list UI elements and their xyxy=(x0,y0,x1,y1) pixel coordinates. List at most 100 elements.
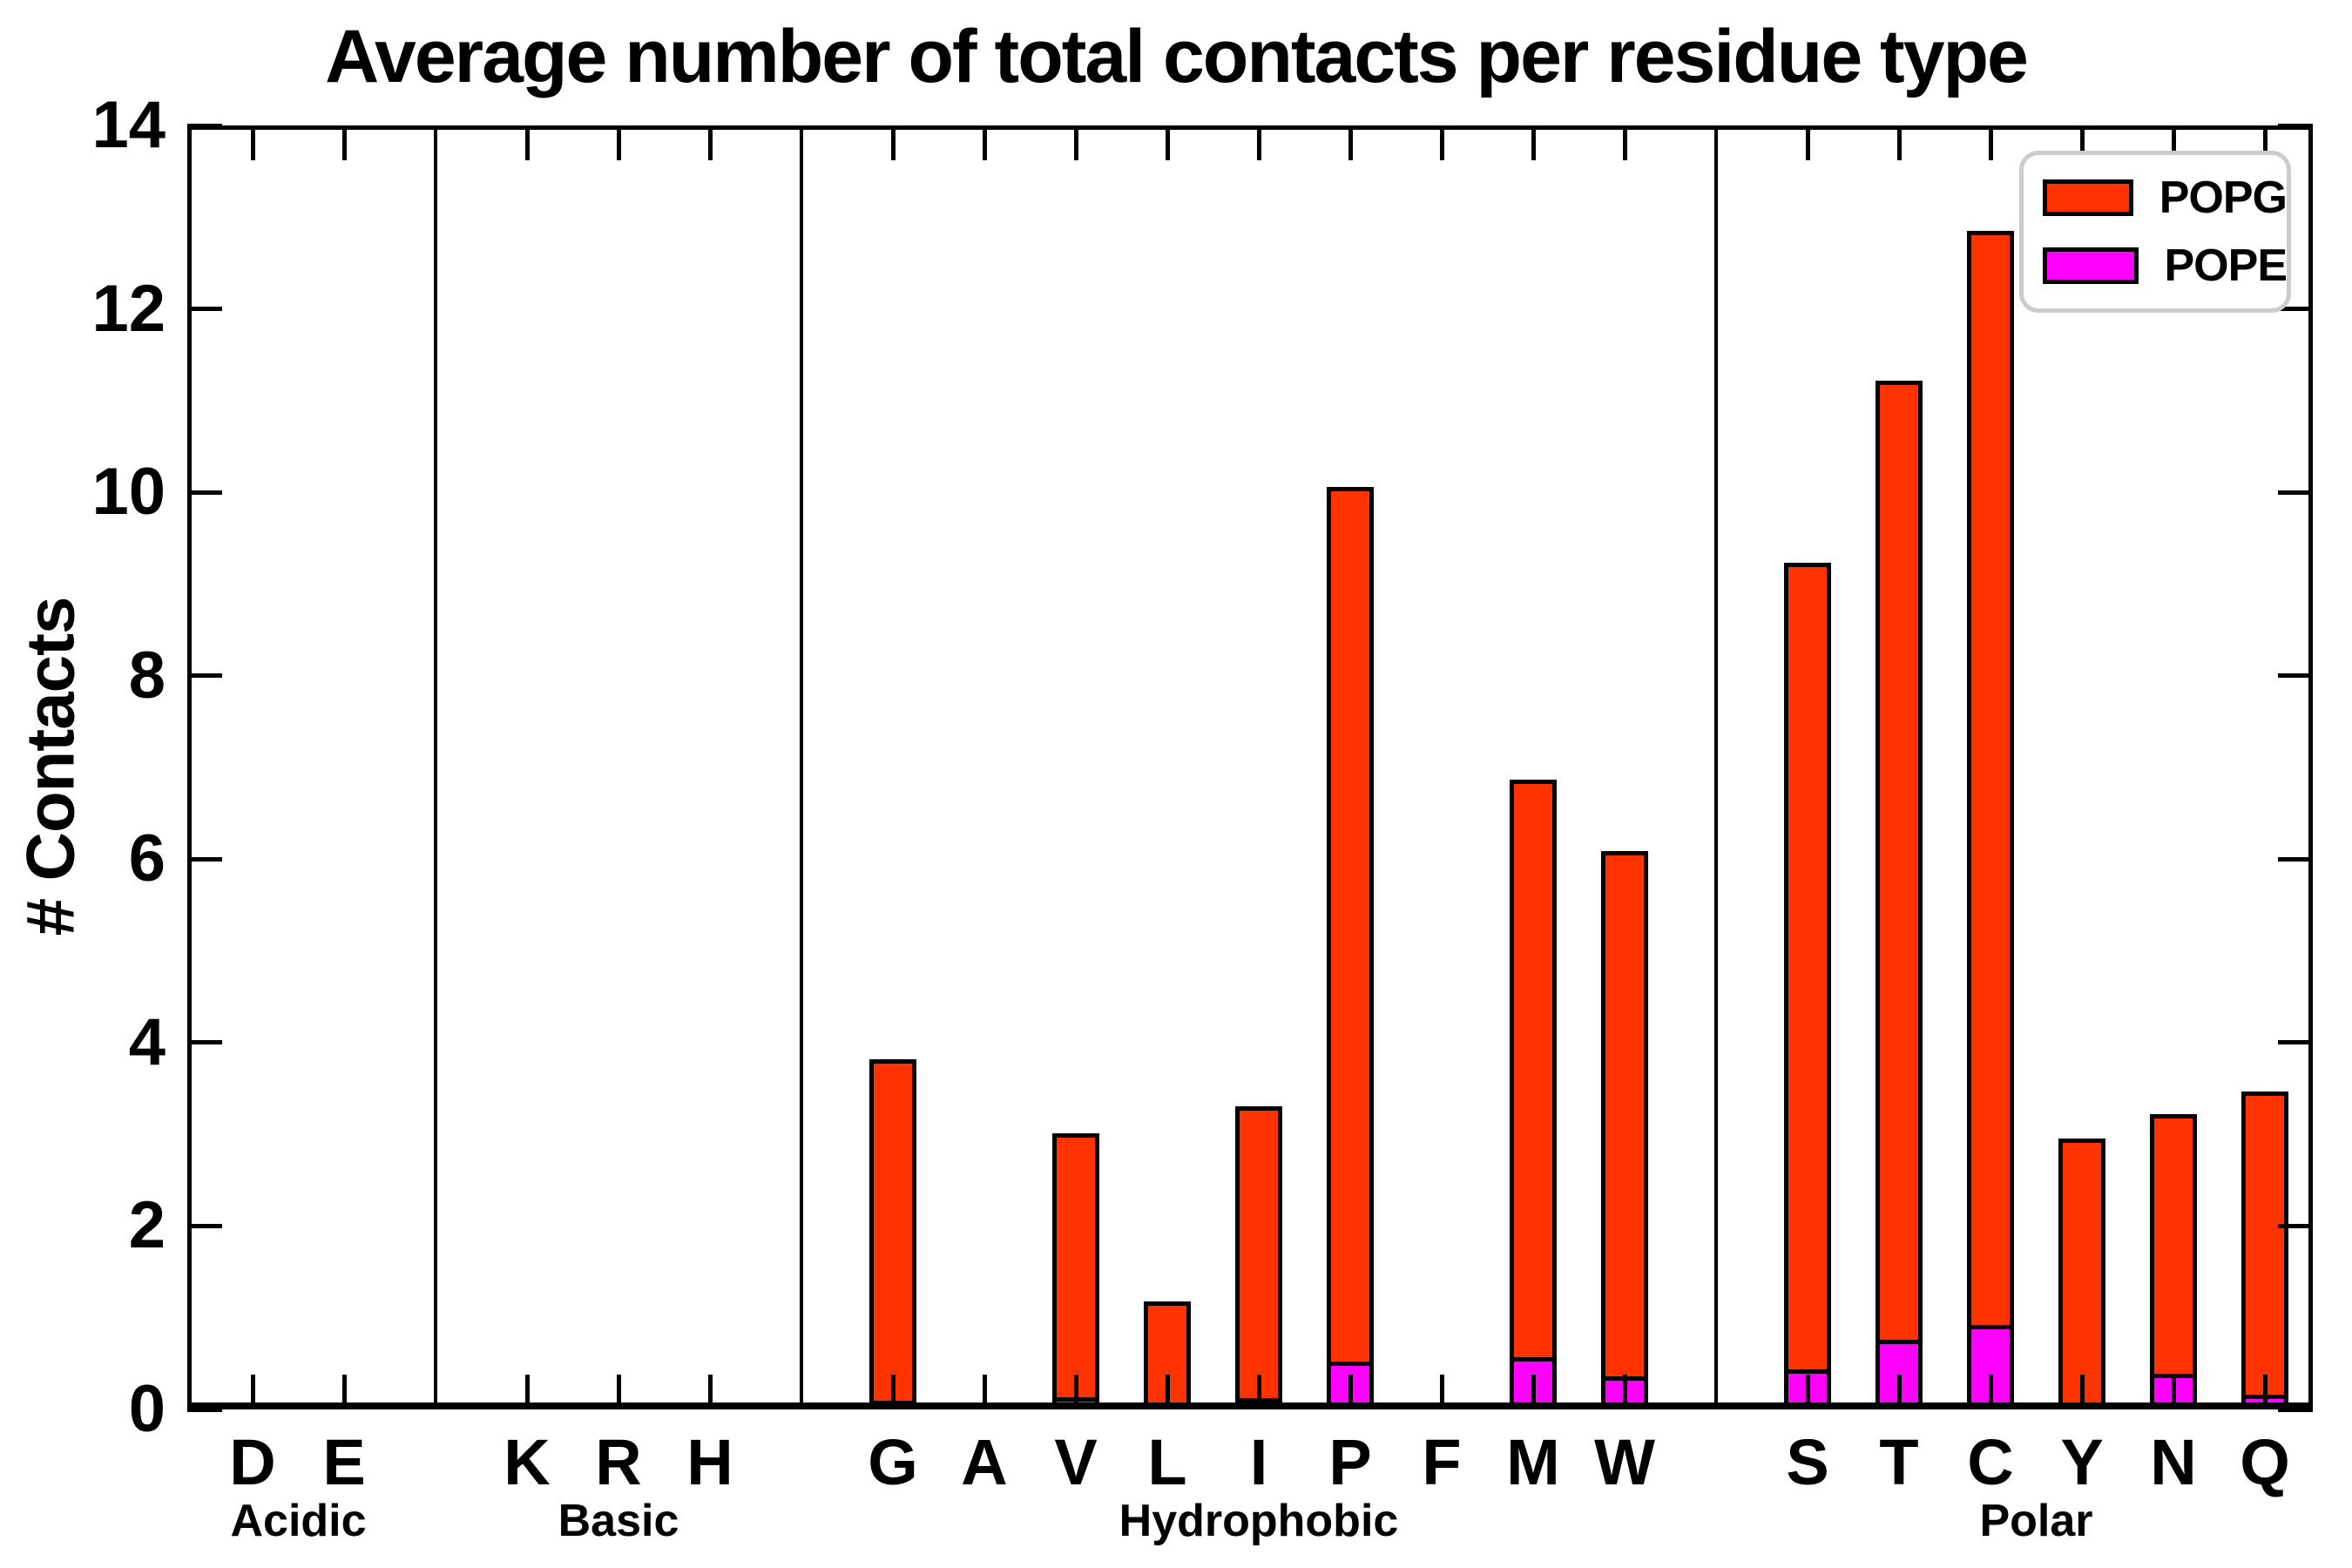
x-tick-bottom-P xyxy=(1348,1375,1353,1409)
y-tick-right-8 xyxy=(2278,673,2313,679)
legend-item-popg: POPG xyxy=(2024,172,2288,224)
x-label-Q: Q xyxy=(2240,1426,2290,1498)
x-tick-top-Y xyxy=(2079,125,2085,160)
bar-P xyxy=(1327,486,1374,1409)
x-tick-bottom-C xyxy=(1988,1375,1993,1409)
x-tick-bottom-G xyxy=(890,1375,896,1409)
y-tick-label-10: 10 xyxy=(91,455,166,530)
bar-V-popg-segment xyxy=(1057,1138,1095,1405)
x-label-K: K xyxy=(504,1426,551,1498)
bar-Y-popg-segment xyxy=(2063,1143,2101,1405)
y-tick-right-2 xyxy=(2278,1223,2313,1228)
y-tick-label-14: 14 xyxy=(91,88,166,162)
bar-I xyxy=(1235,1105,1282,1409)
legend-item-pope: POPE xyxy=(2024,240,2288,292)
x-label-F: F xyxy=(1422,1426,1462,1498)
x-label-N: N xyxy=(2150,1426,2197,1498)
x-label-I: I xyxy=(1249,1426,1268,1498)
x-tick-bottom-F xyxy=(1439,1375,1444,1409)
legend: POPG POPE xyxy=(2019,151,2291,313)
x-tick-bottom-L xyxy=(1165,1375,1170,1409)
x-label-D: D xyxy=(229,1426,276,1498)
x-tick-top-R xyxy=(616,125,621,160)
y-tick-right-0 xyxy=(2278,1407,2313,1412)
x-tick-top-C xyxy=(1988,125,1993,160)
group-label-hydrophobic: Hydrophobic xyxy=(1119,1496,1399,1546)
legend-swatch-pope xyxy=(2043,247,2139,285)
x-label-T: T xyxy=(1879,1426,1919,1498)
group-divider xyxy=(1714,125,1718,1409)
bar-T-popg-segment xyxy=(1880,384,1918,1405)
x-tick-bottom-R xyxy=(616,1375,621,1409)
plot-area xyxy=(187,123,2313,1412)
x-tick-top-F xyxy=(1439,125,1444,160)
bar-Q-popg-segment xyxy=(2246,1095,2284,1405)
y-tick-label-8: 8 xyxy=(128,638,166,713)
legend-swatch-popg xyxy=(2043,179,2133,216)
x-tick-bottom-Q xyxy=(2262,1375,2268,1409)
y-tick-left-2 xyxy=(187,1223,222,1228)
y-tick-right-6 xyxy=(2278,856,2313,862)
x-tick-top-E xyxy=(341,125,347,160)
x-label-L: L xyxy=(1147,1426,1187,1498)
bar-S xyxy=(1784,563,1831,1409)
x-label-M: M xyxy=(1506,1426,1560,1498)
y-tick-left-8 xyxy=(187,673,222,679)
x-tick-bottom-V xyxy=(1073,1375,1078,1409)
x-tick-top-D xyxy=(250,125,255,160)
bar-W-popg-segment xyxy=(1605,855,1644,1405)
x-tick-top-G xyxy=(890,125,896,160)
group-divider xyxy=(434,125,437,1409)
x-tick-top-K xyxy=(524,125,530,160)
y-tick-left-10 xyxy=(187,490,222,495)
y-tick-label-12: 12 xyxy=(91,271,166,346)
y-tick-label-2: 2 xyxy=(128,1188,166,1263)
x-tick-top-P xyxy=(1348,125,1353,160)
legend-label-pope: POPE xyxy=(2164,240,2288,292)
x-label-S: S xyxy=(1786,1426,1829,1498)
x-label-P: P xyxy=(1328,1426,1372,1498)
x-label-C: C xyxy=(1967,1426,2014,1498)
bar-S-popg-segment xyxy=(1788,567,1827,1405)
x-tick-bottom-T xyxy=(1896,1375,1902,1409)
bar-T xyxy=(1876,380,1923,1409)
bar-I-popg-segment xyxy=(1240,1110,1278,1405)
y-tick-right-12 xyxy=(2278,307,2313,312)
chart-title: Average number of total contacts per res… xyxy=(325,15,2029,98)
y-tick-label-4: 4 xyxy=(128,1004,166,1079)
x-tick-bottom-W xyxy=(1622,1375,1627,1409)
y-tick-left-4 xyxy=(187,1040,222,1045)
x-label-W: W xyxy=(1594,1426,1655,1498)
spine-bottom xyxy=(187,1402,2313,1409)
bar-G xyxy=(869,1058,916,1409)
x-label-A: A xyxy=(961,1426,1008,1498)
x-tick-bottom-H xyxy=(707,1375,713,1409)
bar-Q xyxy=(2241,1091,2288,1409)
y-tick-right-10 xyxy=(2278,490,2313,495)
bar-C-popg-segment xyxy=(1971,235,2010,1405)
x-tick-top-W xyxy=(1622,125,1627,160)
x-tick-bottom-S xyxy=(1805,1375,1810,1409)
y-tick-left-0 xyxy=(187,1407,222,1412)
bar-M-popg-segment xyxy=(1514,783,1552,1405)
x-label-Y: Y xyxy=(2060,1426,2104,1498)
bar-V xyxy=(1052,1133,1099,1409)
x-tick-bottom-I xyxy=(1256,1375,1261,1409)
x-tick-bottom-D xyxy=(250,1375,255,1409)
bar-N-popg-segment xyxy=(2154,1118,2193,1405)
bar-M xyxy=(1510,779,1557,1409)
x-tick-top-H xyxy=(707,125,713,160)
x-tick-bottom-Y xyxy=(2079,1375,2085,1409)
group-label-acidic: Acidic xyxy=(230,1496,367,1546)
x-tick-top-N xyxy=(2171,125,2176,160)
x-label-H: H xyxy=(686,1426,733,1498)
y-tick-left-12 xyxy=(187,307,222,312)
x-label-G: G xyxy=(868,1426,918,1498)
group-label-basic: Basic xyxy=(558,1496,679,1546)
x-label-R: R xyxy=(595,1426,642,1498)
x-tick-top-I xyxy=(1256,125,1261,160)
bar-C xyxy=(1967,231,2014,1409)
x-tick-top-Q xyxy=(2262,125,2268,160)
bar-W xyxy=(1601,850,1648,1409)
